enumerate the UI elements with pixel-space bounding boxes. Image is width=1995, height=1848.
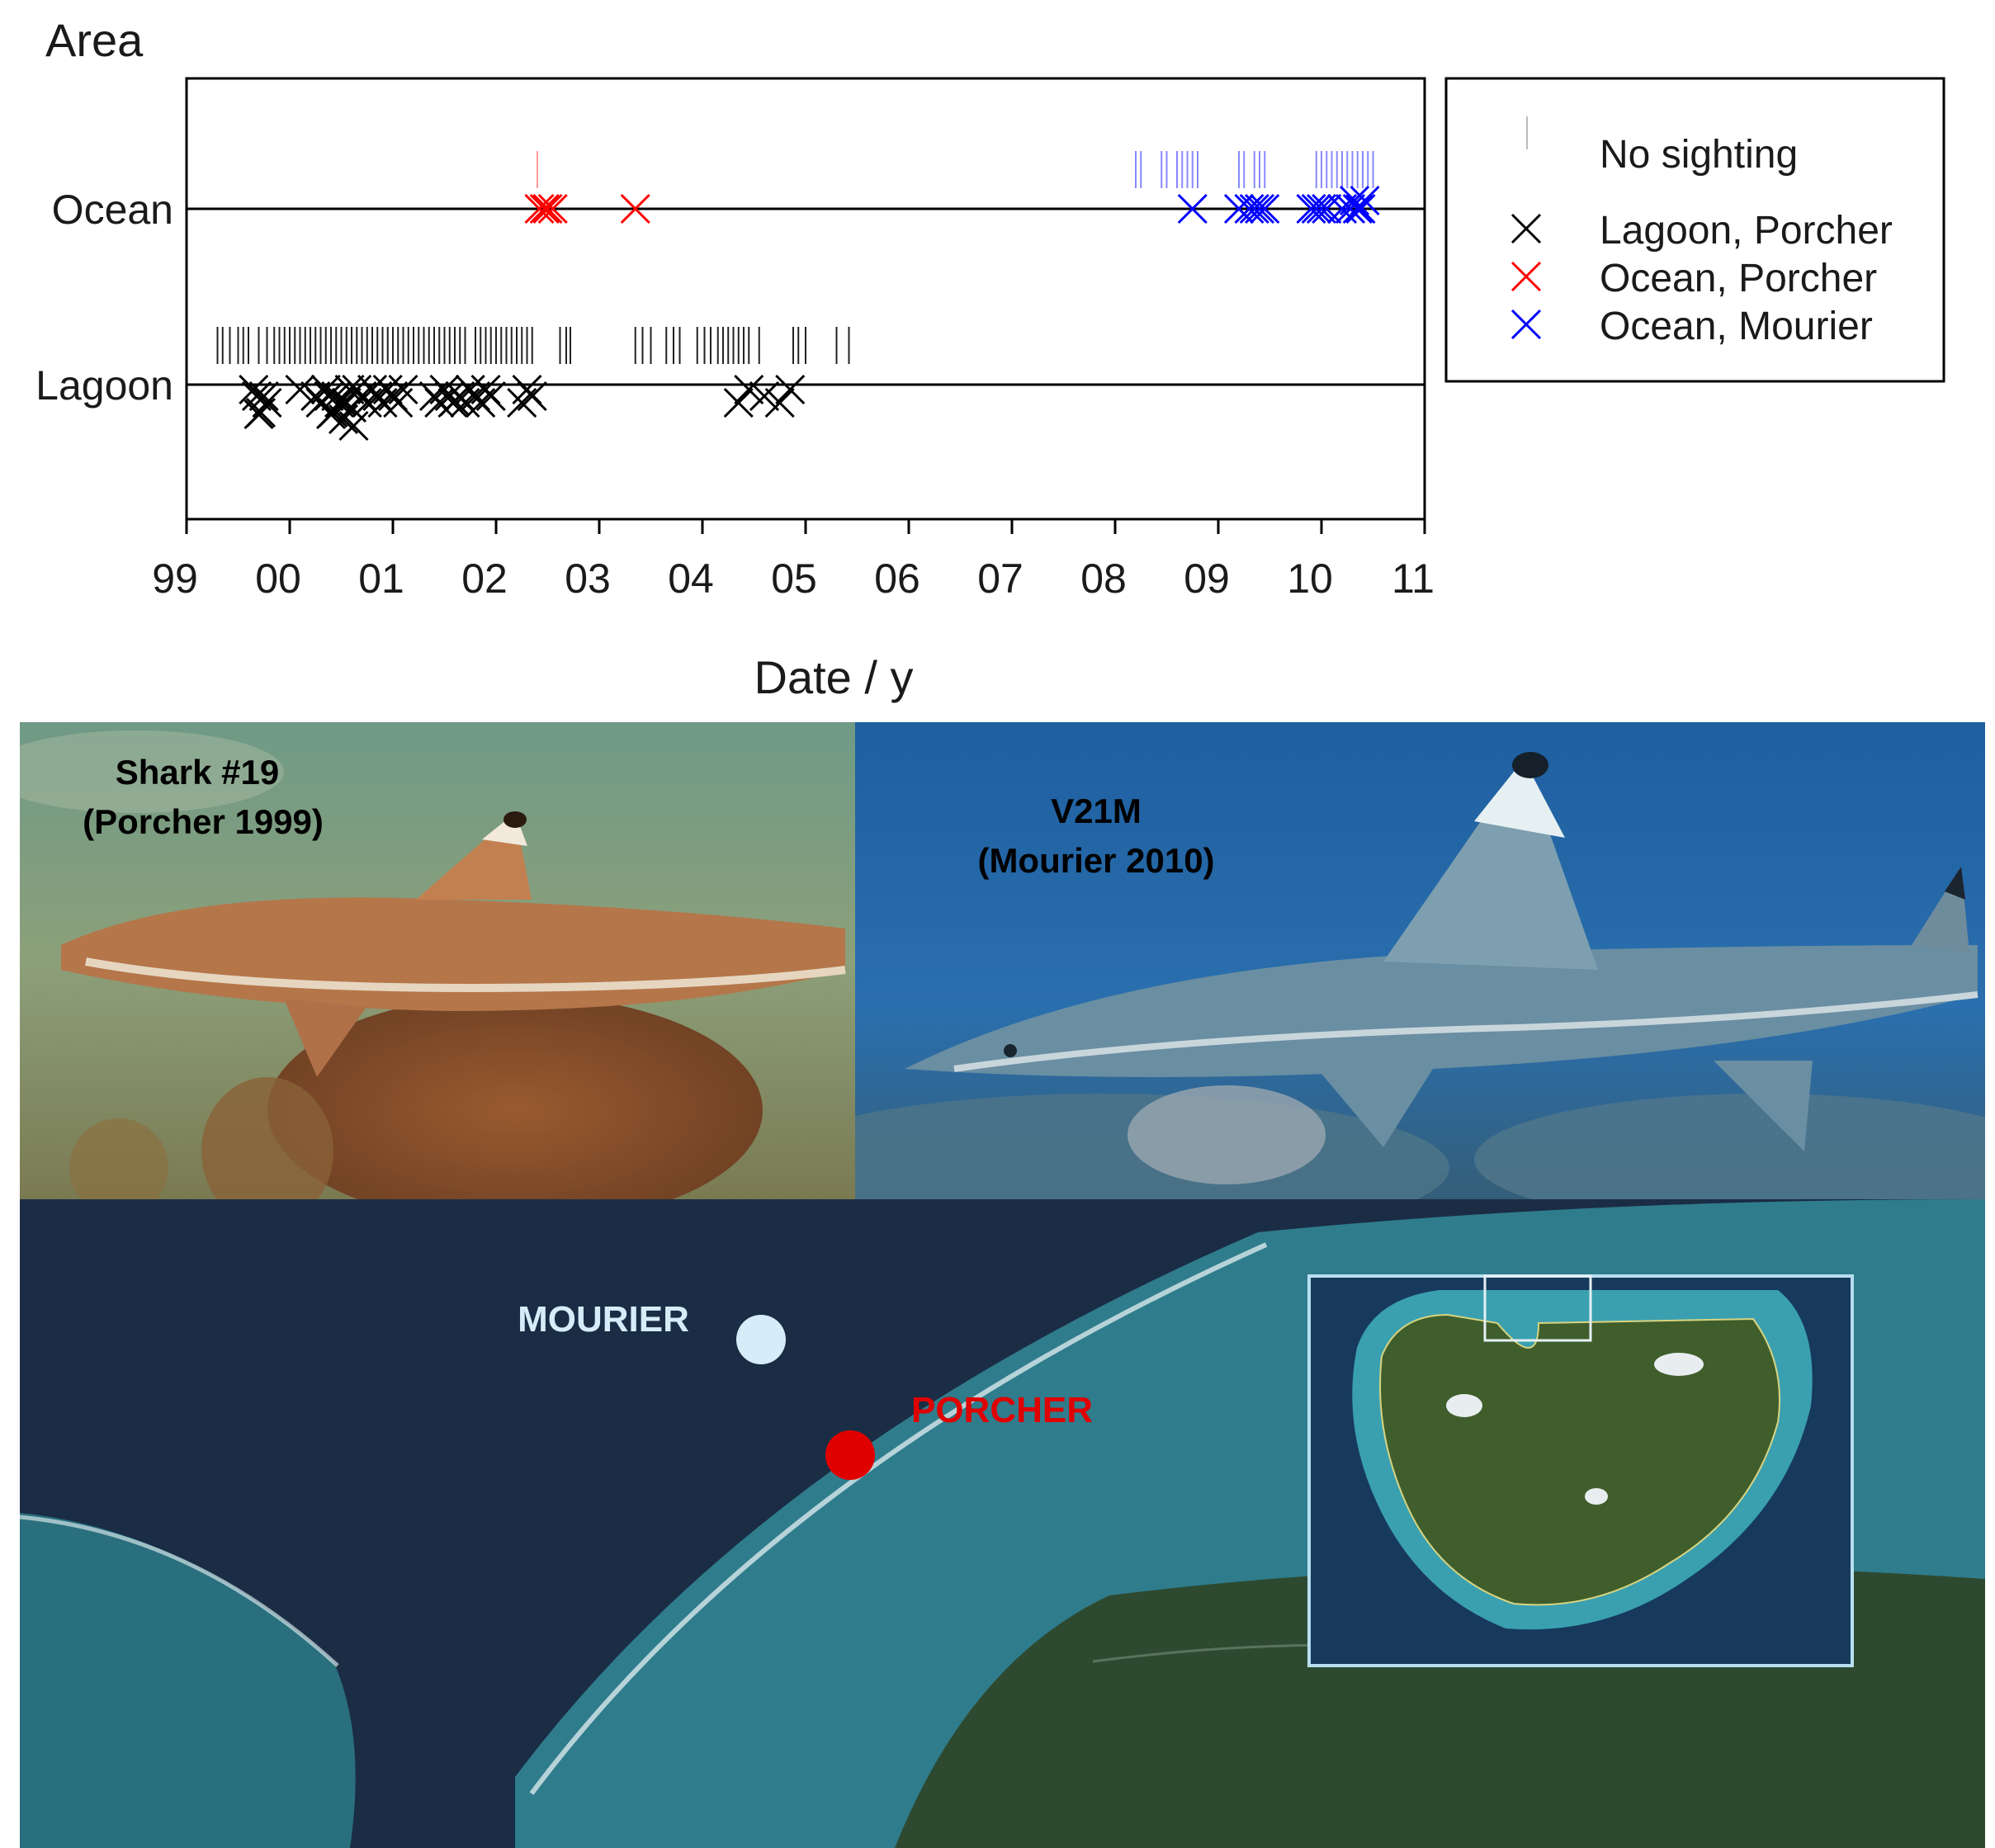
sighting-marker: [1301, 193, 1331, 225]
sighting-marker: [338, 410, 369, 442]
sampling-sites: MOURIER PORCHER: [518, 1299, 1093, 1480]
x-tick-label: 09: [1184, 555, 1230, 602]
x-tick-label: 99: [152, 555, 198, 602]
sighting-marker: [723, 387, 754, 418]
x-axis-title: Date / y: [754, 651, 914, 703]
legend-label: Lagoon, Porcher: [1600, 209, 1893, 253]
mourier-site-marker: [736, 1315, 786, 1364]
sighting-marker: [1250, 193, 1280, 225]
inset-map: [1307, 1274, 1854, 1667]
sighting-marker: [248, 380, 279, 412]
legend-item: No sighting: [1526, 116, 1798, 177]
legend-label: No sighting: [1600, 133, 1798, 177]
sighting-marker: [1350, 185, 1380, 216]
legend-label: Ocean, Porcher: [1600, 257, 1877, 300]
sighting-marker: [1345, 193, 1376, 225]
site-map: MOURIER PORCHER: [20, 1199, 1985, 1848]
sighting-marker: [1244, 193, 1275, 225]
sighting-marker: [1339, 185, 1370, 216]
y-category-labels: Lagoon Ocean: [35, 187, 173, 409]
sighting-marker: [252, 387, 282, 418]
photo-2-label-line1: V21M: [1051, 792, 1142, 830]
x-tick-label: 05: [771, 555, 817, 602]
x-tick-label: 01: [358, 555, 404, 602]
sighting-chart: Area Lagoon Ocean 99 00 01 02 03 04 05 06 07 08 09 1…: [35, 14, 1945, 703]
y-axis-title: Area: [45, 14, 144, 66]
sighting-marker: [620, 193, 650, 225]
sighting-marker: [1306, 193, 1337, 225]
x-tick-label: 07: [977, 555, 1024, 602]
y-label-ocean: Ocean: [52, 187, 173, 233]
y-label-lagoon: Lagoon: [35, 362, 173, 409]
photo-2-label-line2: (Mourier 2010): [977, 841, 1214, 880]
x-axis-ticks: 99 00 01 02 03 04 05 06 07 08 09 10 11: [152, 519, 1435, 602]
shark-photo-1: Shark #19 (Porcher 1999): [20, 722, 855, 1199]
legend-item: Ocean, Mourier: [1510, 305, 1873, 348]
x-tick-label: 03: [565, 555, 611, 602]
satellite-map: MOURIER PORCHER: [20, 1199, 1985, 1848]
sighting-marker: [1234, 193, 1265, 225]
x-tick-label: 06: [874, 555, 920, 602]
sighting-marker: [1296, 193, 1326, 225]
sighting-marker: [1239, 193, 1269, 225]
x-tick-label: 10: [1287, 555, 1333, 602]
sighting-marker: [285, 374, 315, 405]
legend-label: Ocean, Mourier: [1600, 305, 1873, 348]
photo-1-label-line1: Shark #19: [116, 753, 279, 792]
photo-porcher-1999: Shark #19 (Porcher 1999): [20, 722, 855, 1199]
no-sighting-marks: [216, 151, 1374, 364]
sighting-marker: [1312, 193, 1342, 225]
inset-highlight-box: [1483, 1274, 1592, 1342]
sighting-marker: [537, 193, 568, 225]
photo-1-label-line2: (Porcher 1999): [83, 802, 324, 841]
legend-item: Lagoon, Porcher: [1510, 209, 1893, 253]
mourier-site-label: MOURIER: [518, 1299, 689, 1340]
plot-frame: [185, 77, 1426, 521]
shark-photo-2: V21M (Mourier 2010): [855, 722, 1985, 1199]
sighting-marker: [764, 387, 795, 418]
sighting-marker: [775, 374, 806, 405]
sighting-marker: [749, 380, 780, 412]
sighting-marker: [388, 374, 418, 405]
sighting-marker: [529, 193, 560, 225]
x-tick-label: 04: [668, 555, 714, 602]
sighting-marker: [475, 380, 506, 412]
photo-mourier-2010: V21M (Mourier 2010): [855, 722, 1985, 1199]
sighting-markers: [239, 185, 1380, 442]
porcher-site-marker: [825, 1430, 875, 1480]
sighting-marker: [524, 193, 555, 225]
x-tick-label: 00: [255, 555, 301, 602]
sighting-marker: [1223, 193, 1255, 225]
sighting-marker: [532, 193, 563, 225]
x-tick-label: 02: [461, 555, 508, 602]
sighting-marker: [1335, 193, 1366, 225]
x-tick-label: 11: [1392, 555, 1435, 602]
legend-item: Ocean, Porcher: [1510, 257, 1877, 300]
sighting-marker: [734, 374, 764, 405]
sighting-marker: [1177, 193, 1208, 225]
sighting-marker: [517, 380, 547, 412]
x-tick-label: 08: [1080, 555, 1127, 602]
porcher-site-label: PORCHER: [911, 1390, 1093, 1430]
